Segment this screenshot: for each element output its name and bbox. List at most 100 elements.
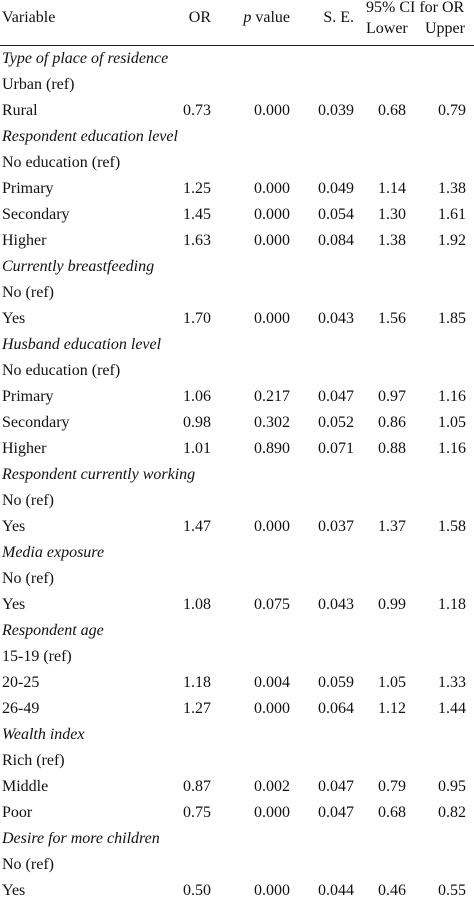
table-row: Yes 1.47 0.000 0.037 1.37 1.58 <box>0 514 474 540</box>
cell-p-value: 0.890 <box>254 440 290 457</box>
cell-ci-upper: 0.95 <box>438 778 466 795</box>
cell-or: 1.63 <box>183 232 211 249</box>
section-row: Currently breastfeeding <box>0 254 474 280</box>
header-ci-upper: Upper <box>425 20 465 37</box>
header-p-rest: value <box>251 9 290 26</box>
section-row: Wealth index <box>0 722 474 748</box>
cell-p-value: 0.217 <box>254 388 290 405</box>
table-row: 20-25 1.18 0.004 0.059 1.05 1.33 <box>0 670 474 696</box>
cell-se: 0.043 <box>318 310 354 327</box>
reference-row: No (ref) <box>0 852 474 878</box>
cell-ci-upper: 0.79 <box>438 102 466 119</box>
row-label: 15-19 (ref) <box>2 648 72 665</box>
cell-p-value: 0.000 <box>254 518 290 535</box>
cell-ci-lower: 0.68 <box>378 102 406 119</box>
row-label: Media exposure <box>2 544 105 561</box>
row-label: Higher <box>2 440 47 457</box>
row-label: Higher <box>2 232 47 249</box>
section-row: Respondent age <box>0 618 474 644</box>
table-row: Rural 0.73 0.000 0.039 0.68 0.79 <box>0 98 474 124</box>
cell-se: 0.059 <box>318 674 354 691</box>
reference-row: No (ref) <box>0 280 474 306</box>
cell-or: 0.87 <box>183 778 211 795</box>
cell-se: 0.052 <box>318 414 354 431</box>
row-label: Yes <box>2 518 26 535</box>
cell-ci-upper: 1.58 <box>438 518 466 535</box>
cell-ci-lower: 0.86 <box>378 414 406 431</box>
row-label: Desire for more children <box>2 830 160 847</box>
row-label: Yes <box>2 596 26 613</box>
cell-or: 1.27 <box>183 700 211 717</box>
cell-p-value: 0.000 <box>254 310 290 327</box>
cell-ci-upper: 1.05 <box>438 414 466 431</box>
cell-ci-upper: 1.85 <box>438 310 466 327</box>
section-row: Husband education level <box>0 332 474 358</box>
cell-p-value: 0.302 <box>254 414 290 431</box>
cell-p-value: 0.000 <box>254 180 290 197</box>
cell-se: 0.047 <box>318 388 354 405</box>
cell-or: 1.45 <box>183 206 211 223</box>
cell-p-value: 0.000 <box>254 882 290 899</box>
row-label: Respondent age <box>2 622 104 639</box>
row-label: Currently breastfeeding <box>2 258 155 275</box>
row-label: Respondent education level <box>2 128 178 145</box>
table-row: Poor 0.75 0.000 0.047 0.68 0.82 <box>0 800 474 826</box>
header-or: OR <box>188 9 211 26</box>
row-label: Yes <box>2 310 26 327</box>
section-row: Respondent currently working <box>0 462 474 488</box>
cell-p-value: 0.000 <box>254 804 290 821</box>
cell-se: 0.049 <box>318 180 354 197</box>
table-row: Primary 1.25 0.000 0.049 1.14 1.38 <box>0 176 474 202</box>
cell-ci-lower: 0.79 <box>378 778 406 795</box>
cell-ci-upper: 1.18 <box>438 596 466 613</box>
row-label: No (ref) <box>2 570 54 587</box>
cell-or: 1.08 <box>183 596 211 613</box>
cell-se: 0.039 <box>318 102 354 119</box>
table-header: Variable OR p value S. E. 95% CI for OR … <box>0 0 474 46</box>
table-row: Yes 0.50 0.000 0.044 0.46 0.55 <box>0 878 474 904</box>
cell-p-value: 0.000 <box>254 102 290 119</box>
row-label: Secondary <box>2 206 70 223</box>
row-label: 20-25 <box>2 674 40 691</box>
row-label: Respondent currently working <box>2 466 196 483</box>
cell-ci-lower: 1.05 <box>378 674 406 691</box>
cell-ci-upper: 1.16 <box>438 388 466 405</box>
cell-ci-lower: 0.68 <box>378 804 406 821</box>
cell-p-value: 0.000 <box>254 232 290 249</box>
table-body: Type of place of residence Urban (ref) Rur… <box>0 46 474 904</box>
reference-row: No education (ref) <box>0 150 474 176</box>
cell-ci-lower: 1.37 <box>378 518 406 535</box>
cell-ci-upper: 0.55 <box>438 882 466 899</box>
cell-or: 0.75 <box>183 804 211 821</box>
cell-p-value: 0.000 <box>254 700 290 717</box>
cell-se: 0.084 <box>318 232 354 249</box>
cell-se: 0.071 <box>318 440 354 457</box>
cell-ci-lower: 0.88 <box>378 440 406 457</box>
cell-se: 0.047 <box>318 804 354 821</box>
cell-p-value: 0.002 <box>254 778 290 795</box>
row-label: No (ref) <box>2 284 54 301</box>
cell-ci-upper: 1.92 <box>438 232 466 249</box>
row-label: Middle <box>2 778 49 795</box>
reference-row: Urban (ref) <box>0 72 474 98</box>
cell-ci-upper: 1.33 <box>438 674 466 691</box>
cell-se: 0.054 <box>318 206 354 223</box>
row-label: No (ref) <box>2 856 54 873</box>
cell-se: 0.043 <box>318 596 354 613</box>
cell-se: 0.064 <box>318 700 354 717</box>
cell-ci-lower: 0.46 <box>378 882 406 899</box>
cell-ci-upper: 0.82 <box>438 804 466 821</box>
reference-row: No (ref) <box>0 566 474 592</box>
header-ci-group: 95% CI for OR <box>366 0 465 16</box>
table-row: Yes 1.70 0.000 0.043 1.56 1.85 <box>0 306 474 332</box>
cell-or: 1.01 <box>183 440 211 457</box>
row-label: Type of place of residence <box>2 50 169 67</box>
cell-ci-lower: 1.38 <box>378 232 406 249</box>
cell-ci-lower: 1.56 <box>378 310 406 327</box>
row-label: Primary <box>2 388 54 405</box>
cell-or: 1.18 <box>183 674 211 691</box>
row-label: No (ref) <box>2 492 54 509</box>
header-rule <box>0 45 474 46</box>
row-label: 26-49 <box>2 700 40 717</box>
